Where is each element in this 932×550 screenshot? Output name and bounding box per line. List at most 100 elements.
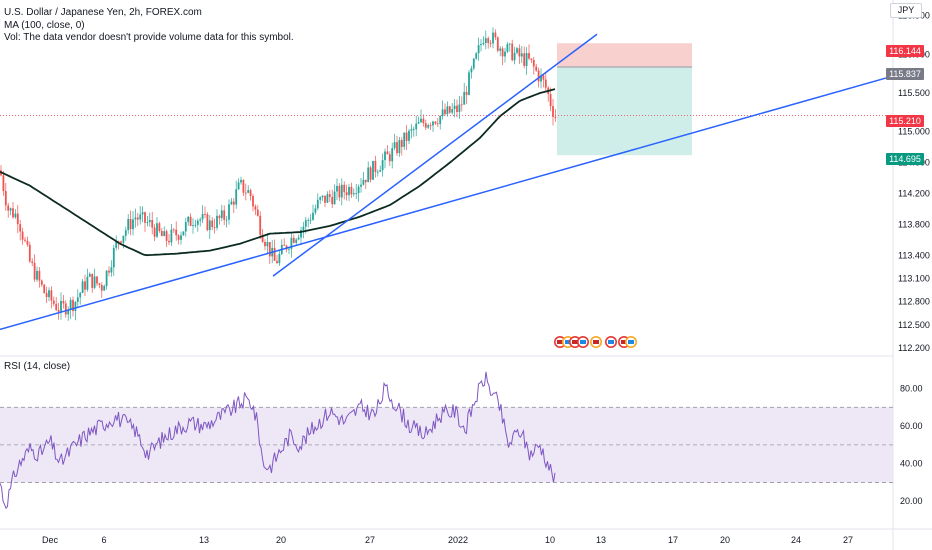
currency-button[interactable]: JPY [890, 3, 922, 18]
candle-body [264, 241, 266, 247]
candle-body [508, 43, 511, 45]
event-flag-mark [593, 340, 599, 344]
price-axis: 116.500116.000115.500115.000114.600114.2… [898, 11, 930, 507]
candle-body [343, 184, 346, 193]
price-tick-label: 112.800 [898, 297, 930, 307]
candle-body [398, 140, 401, 154]
event-flag-mark [621, 340, 627, 344]
candle-body [273, 247, 276, 261]
rsi-line [0, 371, 556, 510]
candle-body [321, 195, 324, 198]
candle-body [96, 276, 98, 284]
candle-body [388, 154, 391, 162]
candle-body [196, 220, 199, 225]
trendlines [0, 33, 894, 331]
candle-body [360, 184, 362, 187]
candle-body [261, 234, 264, 242]
candle-body [103, 285, 106, 291]
candle-body [338, 185, 341, 198]
candle-body [91, 273, 94, 288]
candle-body [240, 179, 242, 183]
candle-body [520, 53, 523, 57]
candle-body [52, 300, 55, 304]
candle-body [259, 215, 262, 235]
candle-body [134, 217, 137, 220]
candle-body [151, 219, 154, 228]
candle-body [525, 53, 528, 66]
candle-body [194, 224, 197, 226]
target-price-tag: 116.144 [886, 45, 924, 57]
time-tick-label: 2022 [448, 535, 468, 545]
candle-body [295, 239, 298, 243]
price-tick-label: 114.200 [898, 189, 930, 199]
candle-body [417, 122, 420, 124]
candle-body [31, 261, 34, 263]
candle-body [544, 79, 547, 88]
candle-body [432, 121, 434, 126]
candle-body [144, 212, 146, 223]
candle-body [290, 237, 293, 249]
candle-body [19, 224, 22, 232]
time-tick-label: Dec [42, 535, 59, 545]
candle-body [132, 219, 134, 230]
candle-body [436, 123, 439, 125]
ma-line [0, 88, 556, 257]
candle-body [504, 51, 506, 57]
candle-body [324, 195, 326, 203]
rsi-tick-label: 40.00 [900, 459, 923, 469]
candle-body [487, 38, 490, 43]
volume-legend: Vol: The data vendor doesn't provide vol… [4, 32, 294, 43]
candle-body [256, 209, 259, 216]
event-flag-mark [565, 340, 571, 344]
candle-body [228, 204, 230, 220]
candle-body [36, 270, 38, 280]
candle-body [369, 167, 372, 180]
candle-body [98, 283, 101, 285]
candle-body [88, 273, 91, 277]
candle-body [501, 48, 504, 57]
candle-body [480, 44, 482, 46]
candle-body [120, 241, 122, 243]
rsi-pane [0, 371, 893, 510]
candle-body [160, 231, 163, 237]
candle-body [220, 210, 223, 219]
event-flag-mark [628, 340, 634, 344]
candle-body [372, 160, 374, 180]
candle-body [314, 208, 317, 213]
candle-body [302, 226, 305, 230]
candle-body [331, 197, 334, 205]
candle-body [518, 48, 521, 57]
candle-body [43, 284, 46, 294]
candle-body [381, 160, 384, 171]
candle-body [523, 53, 526, 66]
candle-body [16, 213, 19, 225]
candle-body [542, 75, 545, 80]
candle-body [55, 303, 58, 310]
candle-body [448, 106, 451, 113]
candle-body [67, 309, 70, 315]
rsi-tick-label: 60.00 [900, 421, 923, 431]
time-tick-label: 20 [276, 535, 286, 545]
candle-body [72, 299, 74, 312]
rsi-legend[interactable]: RSI (14, close) [4, 361, 71, 372]
candle-body [242, 179, 245, 193]
candle-body [453, 105, 456, 110]
ma-legend[interactable]: MA (100, close, 0) [4, 20, 85, 31]
candle-body [470, 68, 473, 73]
candle-body [158, 223, 161, 232]
candle-body [506, 44, 509, 52]
candle-body [528, 53, 530, 59]
time-tick-label: 13 [596, 535, 606, 545]
price-tick-label: 112.500 [898, 320, 930, 330]
candle-body [165, 231, 168, 241]
candle-body [213, 227, 216, 228]
candle-body [336, 185, 338, 192]
candle-body [307, 220, 310, 221]
time-axis: Dec 6 13 20 27 2022 10 13 17 20 24 27 [42, 535, 853, 545]
candle-body [384, 151, 386, 161]
symbol-title[interactable]: U.S. Dollar / Japanese Yen, 2h, FOREX.co… [4, 7, 202, 18]
candle-body [499, 48, 502, 51]
candle-body [127, 219, 130, 231]
candle-body [312, 212, 314, 220]
